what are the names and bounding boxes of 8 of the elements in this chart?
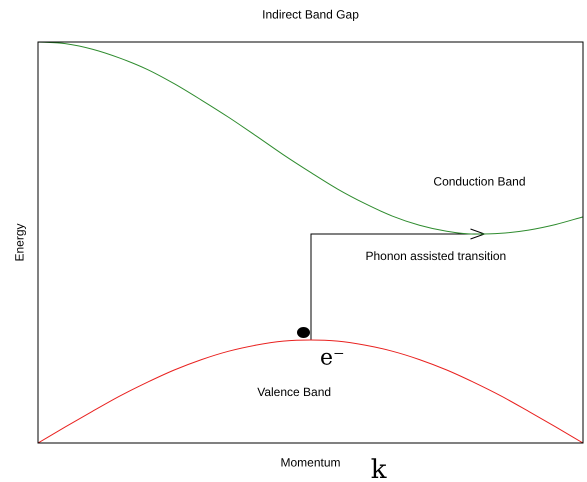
annotation: Valence Band — [257, 385, 332, 400]
annotation: Phonon assisted transition — [365, 248, 506, 263]
y-axis-title: Energy — [12, 223, 26, 262]
annotation: e⁻ — [320, 346, 345, 371]
x-axis-title: Momentum — [280, 455, 341, 470]
text: k — [370, 454, 387, 482]
annotation: Conduction Band — [433, 174, 526, 189]
chart-title: Indirect Band Gap — [262, 7, 360, 22]
